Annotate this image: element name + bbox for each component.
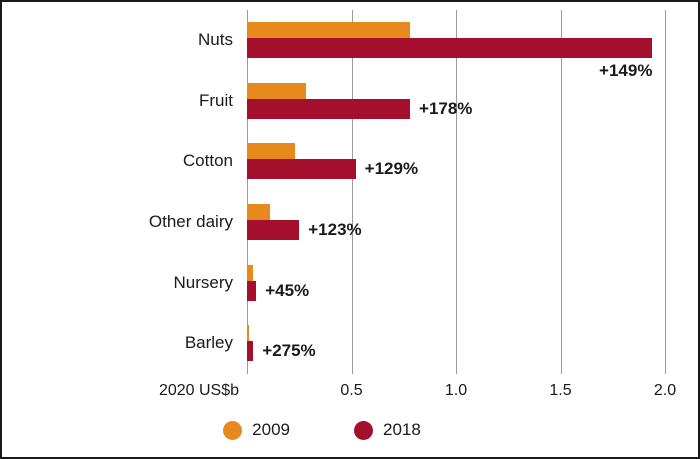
plot-area: Nuts +149% Fruit +178% Cotton +129% Other dair… <box>149 10 666 374</box>
x-tick-label: 1.5 <box>549 382 572 399</box>
gridline <box>351 10 353 374</box>
chart-row-nuts: Nuts +149% <box>198 10 665 80</box>
gridline <box>247 10 248 374</box>
bar-2009-nuts <box>247 22 411 38</box>
gridline <box>560 10 562 374</box>
x-tick-label: 2.0 <box>653 382 677 399</box>
x-axis: 2020 US$b 0.5 1.0 1.5 2.0 <box>159 382 676 402</box>
legend-label-2009: 2009 <box>252 420 290 439</box>
gridline <box>456 10 457 374</box>
legend-label-2018: 2018 <box>383 420 421 439</box>
bar-2009-other-dairy <box>247 204 270 220</box>
x-tick-label: 1.0 <box>444 382 468 399</box>
chart-row-barley: Barley +275% <box>185 313 665 374</box>
bar-2009-fruit <box>247 82 306 99</box>
bar-2018-other-dairy <box>247 220 300 240</box>
bar-2009-cotton <box>247 143 296 160</box>
legend-item-2009: 2009 <box>223 420 290 440</box>
x-axis-label: 2020 US$b <box>158 382 239 399</box>
x-tick-label: 0.5 <box>340 382 363 399</box>
category-label: Cotton <box>182 151 233 171</box>
bar-2009-barley <box>247 325 249 342</box>
chart-row-nursery: Nursery +45% <box>173 253 665 314</box>
growth-label: +178% <box>419 98 473 118</box>
growth-label: +129% <box>364 159 419 179</box>
chart-row-cotton: Cotton +129% <box>183 131 665 192</box>
chart-legend: 2009 2018 <box>2 420 698 440</box>
category-label: Nursery <box>173 272 233 292</box>
category-label: Barley <box>184 333 233 353</box>
category-label: Nuts <box>198 30 233 49</box>
bar-2009-nursery <box>247 264 254 281</box>
chart-row-fruit: Fruit +178% <box>199 71 665 132</box>
legend-swatch-2009 <box>223 420 243 440</box>
bar-2018-fruit <box>247 98 411 119</box>
growth-label: +45% <box>265 280 310 300</box>
gridline <box>665 10 666 374</box>
legend-swatch-2018 <box>354 420 373 440</box>
category-label: Fruit <box>199 90 233 110</box>
chart-row-other-dairy: Other dairy +123% <box>149 192 665 253</box>
growth-label: +149% <box>599 61 653 80</box>
bar-2018-cotton <box>247 159 356 180</box>
bar-2018-barley <box>247 341 254 362</box>
category-label: Other dairy <box>148 212 233 231</box>
legend-item-2018: 2018 <box>354 420 421 440</box>
bar-2018-nursery <box>247 280 257 301</box>
growth-label: +275% <box>262 341 316 361</box>
growth-label: +123% <box>308 220 362 239</box>
bar-2018-nuts <box>247 38 653 58</box>
